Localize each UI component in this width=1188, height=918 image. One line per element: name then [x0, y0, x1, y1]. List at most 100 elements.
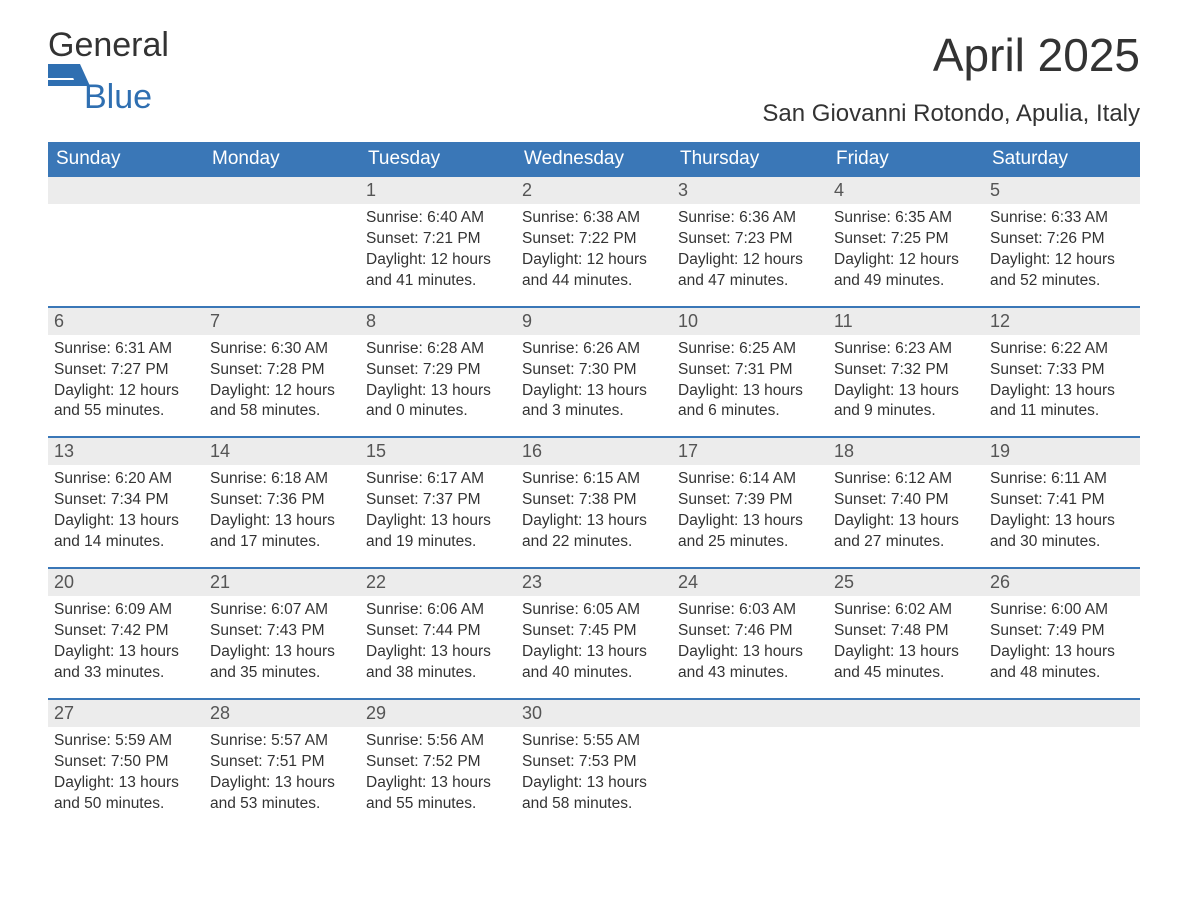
day-cell: Sunrise: 6:33 AMSunset: 7:26 PMDaylight:… — [984, 204, 1140, 294]
day-detail-line: Sunrise: 5:56 AM — [366, 731, 510, 752]
day-number: 8 — [360, 308, 516, 335]
day-detail-line: Daylight: 13 hours — [834, 381, 978, 402]
day-cell — [48, 204, 204, 294]
calendar-week: 20212223242526Sunrise: 6:09 AMSunset: 7:… — [48, 567, 1140, 686]
day-cell: Sunrise: 6:40 AMSunset: 7:21 PMDaylight:… — [360, 204, 516, 294]
daynum-strip: 12345 — [48, 177, 1140, 204]
day-detail-line: Sunset: 7:48 PM — [834, 621, 978, 642]
calendar-week: 27282930Sunrise: 5:59 AMSunset: 7:50 PMD… — [48, 698, 1140, 817]
day-number: 23 — [516, 569, 672, 596]
month-title: April 2025 — [762, 28, 1140, 82]
day-detail-line: Sunset: 7:34 PM — [54, 490, 198, 511]
day-number: 20 — [48, 569, 204, 596]
day-cell: Sunrise: 6:00 AMSunset: 7:49 PMDaylight:… — [984, 596, 1140, 686]
day-cell: Sunrise: 6:09 AMSunset: 7:42 PMDaylight:… — [48, 596, 204, 686]
day-cell — [204, 204, 360, 294]
day-body-row: Sunrise: 6:40 AMSunset: 7:21 PM Daylight:… — [48, 204, 1140, 294]
day-detail-line: Daylight: 13 hours — [522, 642, 666, 663]
day-detail-line: Sunrise: 6:28 AM — [366, 339, 510, 360]
day-number: 6 — [48, 308, 204, 335]
day-detail-line: Sunset: 7:52 PM — [366, 752, 510, 773]
day-number — [672, 700, 828, 727]
day-number: 28 — [204, 700, 360, 727]
day-detail-line: Daylight: 13 hours — [366, 381, 510, 402]
day-detail-line: Sunset: 7:36 PM — [210, 490, 354, 511]
day-cell: Sunrise: 6:25 AMSunset: 7:31 PMDaylight:… — [672, 335, 828, 425]
day-detail-line: and 0 minutes. — [366, 401, 510, 422]
day-cell: Sunrise: 6:31 AMSunset: 7:27 PMDaylight:… — [48, 335, 204, 425]
logo-text-block: General Blue — [48, 28, 169, 114]
day-number: 11 — [828, 308, 984, 335]
day-cell: Sunrise: 5:56 AMSunset: 7:52 PMDaylight:… — [360, 727, 516, 817]
day-detail-line: Sunset: 7:38 PM — [522, 490, 666, 511]
day-detail-line: and 27 minutes. — [834, 532, 978, 553]
day-cell: Sunrise: 6:26 AMSunset: 7:30 PMDaylight:… — [516, 335, 672, 425]
day-detail-line: Sunset: 7:33 PM — [990, 360, 1134, 381]
daynum-strip: 13141516171819 — [48, 438, 1140, 465]
day-detail-line: Sunrise: 5:59 AM — [54, 731, 198, 752]
day-cell: Sunrise: 5:57 AMSunset: 7:51 PMDaylight:… — [204, 727, 360, 817]
day-body-row: Sunrise: 5:59 AMSunset: 7:50 PMDaylight:… — [48, 727, 1140, 817]
day-detail-line: Sunrise: 6:02 AM — [834, 600, 978, 621]
day-detail-line: Daylight: 13 hours — [366, 773, 510, 794]
day-detail-line: Sunset: 7:23 PM — [678, 229, 822, 250]
day-cell: Sunrise: 6:05 AMSunset: 7:45 PMDaylight:… — [516, 596, 672, 686]
location-subtitle: San Giovanni Rotondo, Apulia, Italy — [762, 100, 1140, 128]
day-detail-line: Sunrise: 6:36 AM — [678, 208, 822, 229]
day-cell: Sunrise: 6:18 AMSunset: 7:36 PMDaylight:… — [204, 465, 360, 555]
day-detail-line: and 40 minutes. — [522, 663, 666, 684]
day-detail-line: and 41 minutes. — [366, 271, 510, 292]
day-detail-line: Daylight: 12 hours — [210, 381, 354, 402]
day-detail-line: Sunset: 7:32 PM — [834, 360, 978, 381]
day-detail-line: Daylight: 13 hours — [210, 773, 354, 794]
day-detail-line: Daylight: 13 hours — [366, 511, 510, 532]
day-detail-line: Sunset: 7:43 PM — [210, 621, 354, 642]
day-detail-line: Daylight: 13 hours — [54, 511, 198, 532]
day-detail-line: and 45 minutes. — [834, 663, 978, 684]
day-detail-line: Sunrise: 6:14 AM — [678, 469, 822, 490]
day-detail-line: Sunrise: 6:18 AM — [210, 469, 354, 490]
day-detail-line: and 55 minutes. — [366, 794, 510, 815]
day-detail-line: Sunrise: 6:09 AM — [54, 600, 198, 621]
daynum-strip: 20212223242526 — [48, 569, 1140, 596]
day-detail-line: and 53 minutes. — [210, 794, 354, 815]
day-detail-line: Sunset: 7:50 PM — [54, 752, 198, 773]
day-detail-line: Daylight: 12 hours — [522, 250, 666, 271]
day-number: 17 — [672, 438, 828, 465]
day-detail-line: Sunset: 7:44 PM — [366, 621, 510, 642]
calendar-week: 12345 Sunrise: 6:40 AMSunset: 7:21 PM Dayl… — [48, 177, 1140, 294]
day-detail-line: and 38 minutes. — [366, 663, 510, 684]
day-cell: Sunrise: 6:22 AMSunset: 7:33 PMDaylight:… — [984, 335, 1140, 425]
day-detail-line: Sunrise: 6:22 AM — [990, 339, 1134, 360]
day-detail-line: Daylight: 13 hours — [834, 642, 978, 663]
day-detail-line: and 49 minutes. — [834, 271, 978, 292]
day-detail-line: Sunrise: 6:06 AM — [366, 600, 510, 621]
header: General Blue April 2025 San Giovanni Rot… — [48, 28, 1140, 128]
day-detail-line: and 25 minutes. — [678, 532, 822, 553]
calendar: SundayMondayTuesdayWednesdayThursdayFrid… — [48, 142, 1140, 816]
day-detail-line: Sunset: 7:21 PM — [366, 229, 510, 250]
day-detail-line: Sunset: 7:26 PM — [990, 229, 1134, 250]
day-number: 16 — [516, 438, 672, 465]
day-cell: Sunrise: 6:03 AMSunset: 7:46 PMDaylight:… — [672, 596, 828, 686]
day-body-row: Sunrise: 6:31 AMSunset: 7:27 PMDaylight:… — [48, 335, 1140, 425]
weekday-header: Saturday — [984, 142, 1140, 177]
day-number: 5 — [984, 177, 1140, 204]
day-detail-line: and 22 minutes. — [522, 532, 666, 553]
day-detail-line: Sunrise: 6:40 AM — [366, 208, 510, 229]
day-detail-line: Sunset: 7:39 PM — [678, 490, 822, 511]
day-cell — [672, 727, 828, 817]
day-number: 9 — [516, 308, 672, 335]
day-detail-line: and 19 minutes. — [366, 532, 510, 553]
day-detail-line: Sunset: 7:49 PM — [990, 621, 1134, 642]
day-number: 1 — [360, 177, 516, 204]
day-detail-line: Sunset: 7:30 PM — [522, 360, 666, 381]
day-cell: Sunrise: 6:23 AMSunset: 7:32 PMDaylight:… — [828, 335, 984, 425]
day-detail-line: Sunset: 7:25 PM — [834, 229, 978, 250]
day-detail-line: Sunrise: 6:31 AM — [54, 339, 198, 360]
day-detail-line: Daylight: 13 hours — [54, 773, 198, 794]
daynum-strip: 27282930 — [48, 700, 1140, 727]
day-number — [984, 700, 1140, 727]
day-cell: Sunrise: 6:38 AMSunset: 7:22 PMDaylight:… — [516, 204, 672, 294]
day-cell — [828, 727, 984, 817]
